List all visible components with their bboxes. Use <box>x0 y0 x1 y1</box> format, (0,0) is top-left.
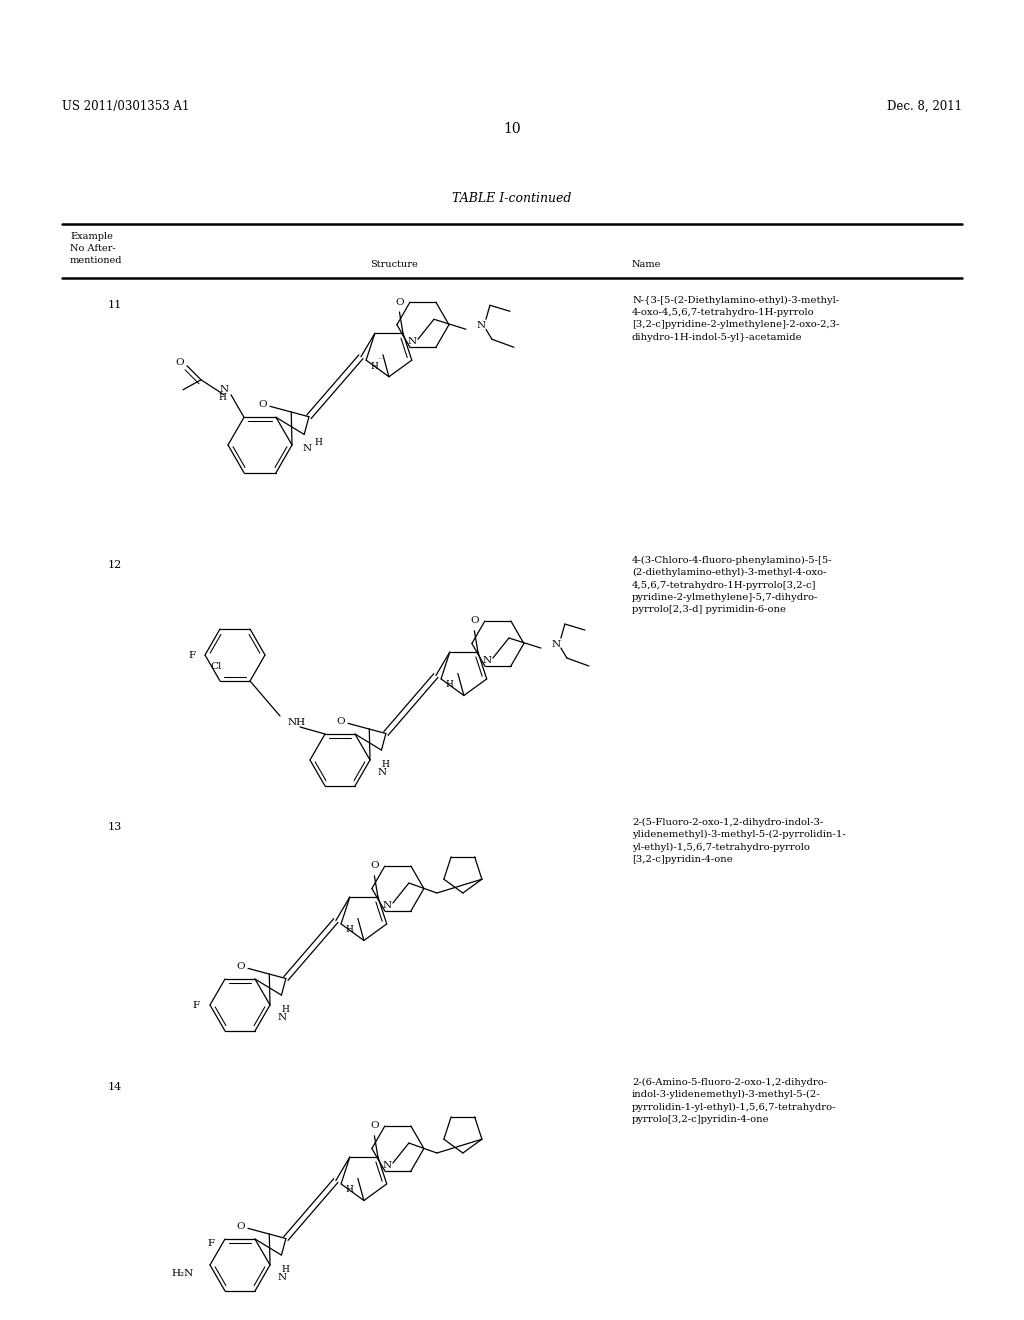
Text: No After-: No After- <box>70 244 116 253</box>
Text: N-{3-[5-(2-Diethylamino-ethyl)-3-methyl-
4-oxo-4,5,6,7-tetrahydro-1H-pyrrolo
[3,: N-{3-[5-(2-Diethylamino-ethyl)-3-methyl-… <box>632 296 840 342</box>
Text: N: N <box>303 444 311 453</box>
Text: 2-(6-Amino-5-fluoro-2-oxo-1,2-dihydro-
indol-3-ylidenemethyl)-3-methyl-5-(2-
pyr: 2-(6-Amino-5-fluoro-2-oxo-1,2-dihydro- i… <box>632 1078 837 1123</box>
Text: H: H <box>282 1265 290 1274</box>
Text: N: N <box>551 639 560 648</box>
Text: O: O <box>370 861 379 870</box>
Text: H: H <box>282 1005 290 1014</box>
Text: 2-(5-Fluoro-2-oxo-1,2-dihydro-indol-3-
ylidenemethyl)-3-methyl-5-(2-pyrrolidin-1: 2-(5-Fluoro-2-oxo-1,2-dihydro-indol-3- y… <box>632 818 846 863</box>
Text: N: N <box>476 321 485 330</box>
Text: N: N <box>220 385 229 395</box>
Text: 12: 12 <box>108 560 122 570</box>
Text: F: F <box>188 651 196 660</box>
Text: 13: 13 <box>108 822 122 832</box>
Text: N: N <box>278 1012 287 1022</box>
Text: O: O <box>236 1222 245 1230</box>
Text: O: O <box>336 717 345 726</box>
Text: N: N <box>408 337 417 346</box>
Text: F: F <box>193 1001 200 1010</box>
Text: N: N <box>378 768 387 776</box>
Text: Example: Example <box>70 232 113 242</box>
Text: 14: 14 <box>108 1082 122 1092</box>
Text: methyl: methyl <box>379 358 383 359</box>
Text: 10: 10 <box>503 121 521 136</box>
Text: N: N <box>278 1272 287 1282</box>
Text: O: O <box>470 616 478 626</box>
Text: O: O <box>258 400 266 409</box>
Text: O: O <box>176 358 184 367</box>
Text: H₂N: H₂N <box>172 1269 194 1278</box>
Text: H: H <box>345 925 353 935</box>
Text: NH: NH <box>288 718 306 727</box>
Text: O: O <box>395 297 403 306</box>
Text: O: O <box>370 1121 379 1130</box>
Text: H: H <box>371 362 378 371</box>
Text: TABLE I-continued: TABLE I-continued <box>453 191 571 205</box>
Text: Dec. 8, 2011: Dec. 8, 2011 <box>887 100 962 114</box>
Text: 11: 11 <box>108 300 122 310</box>
Text: H: H <box>382 759 389 768</box>
Text: 4-(3-Chloro-4-fluoro-phenylamino)-5-[5-
(2-diethylamino-ethyl)-3-methyl-4-oxo-
4: 4-(3-Chloro-4-fluoro-phenylamino)-5-[5- … <box>632 556 833 614</box>
Text: F: F <box>208 1238 215 1247</box>
Text: Cl: Cl <box>210 663 221 672</box>
Text: H: H <box>345 1185 353 1195</box>
Text: N: N <box>382 1160 391 1170</box>
Text: O: O <box>236 962 245 970</box>
Text: Name: Name <box>632 260 662 269</box>
Text: N: N <box>482 656 492 664</box>
Text: H: H <box>445 680 453 689</box>
Text: mentioned: mentioned <box>70 256 123 265</box>
Text: US 2011/0301353 A1: US 2011/0301353 A1 <box>62 100 189 114</box>
Text: N: N <box>382 900 391 909</box>
Text: H: H <box>218 393 226 403</box>
Text: Structure: Structure <box>370 260 418 269</box>
Text: H: H <box>314 438 323 447</box>
